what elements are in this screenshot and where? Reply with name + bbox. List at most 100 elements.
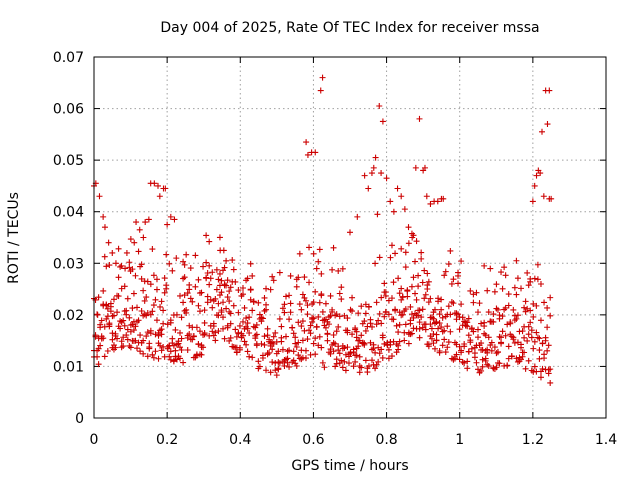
data-point bbox=[405, 240, 412, 247]
data-point bbox=[461, 318, 468, 325]
data-point bbox=[267, 369, 274, 376]
data-point bbox=[232, 278, 239, 285]
y-tick-label: 0.05 bbox=[53, 153, 84, 169]
data-point bbox=[290, 348, 297, 355]
data-point bbox=[170, 342, 177, 349]
data-point bbox=[381, 280, 388, 287]
data-point bbox=[430, 331, 437, 338]
data-point bbox=[424, 270, 431, 277]
data-point bbox=[175, 340, 182, 347]
data-point bbox=[488, 339, 495, 346]
data-point bbox=[147, 281, 154, 288]
data-point bbox=[124, 336, 131, 343]
data-point bbox=[94, 311, 101, 318]
data-point bbox=[127, 236, 134, 243]
data-point bbox=[94, 353, 101, 360]
data-point bbox=[126, 342, 133, 349]
data-point bbox=[528, 367, 535, 374]
data-point bbox=[101, 224, 108, 231]
data-point bbox=[476, 300, 483, 307]
data-point bbox=[504, 321, 511, 328]
data-point bbox=[150, 302, 157, 309]
data-point bbox=[302, 297, 309, 304]
data-point bbox=[201, 307, 208, 314]
data-point bbox=[410, 314, 417, 321]
data-point bbox=[378, 320, 385, 327]
data-point bbox=[505, 302, 512, 309]
data-point bbox=[341, 358, 348, 365]
data-point bbox=[410, 274, 417, 281]
data-point bbox=[307, 322, 314, 329]
data-point bbox=[210, 320, 217, 327]
data-point bbox=[445, 339, 452, 346]
data-point bbox=[447, 311, 454, 318]
data-point bbox=[505, 343, 512, 350]
data-point bbox=[408, 330, 415, 337]
data-point bbox=[333, 311, 340, 318]
data-point bbox=[246, 329, 253, 336]
data-point bbox=[455, 311, 462, 318]
y-tick-label: 0.06 bbox=[53, 102, 84, 118]
y-tick-label: 0.01 bbox=[53, 359, 84, 375]
data-point bbox=[396, 338, 403, 345]
data-point bbox=[115, 274, 122, 281]
data-point bbox=[143, 294, 150, 301]
data-point bbox=[135, 248, 142, 255]
data-point bbox=[103, 263, 110, 270]
data-point bbox=[427, 321, 434, 328]
data-point bbox=[286, 363, 293, 370]
data-point bbox=[388, 295, 395, 302]
data-point bbox=[293, 344, 300, 351]
data-point bbox=[264, 332, 271, 339]
data-point bbox=[344, 327, 351, 334]
data-point bbox=[365, 303, 372, 310]
data-point bbox=[186, 331, 193, 338]
data-point bbox=[301, 294, 308, 301]
data-point bbox=[95, 345, 102, 352]
data-point bbox=[518, 285, 525, 292]
data-point bbox=[324, 337, 331, 344]
data-point bbox=[356, 337, 363, 344]
data-point bbox=[304, 336, 311, 343]
data-point bbox=[96, 193, 103, 200]
data-point bbox=[276, 360, 283, 367]
data-point bbox=[514, 275, 521, 282]
data-point bbox=[365, 185, 372, 192]
data-point bbox=[530, 313, 537, 320]
data-point bbox=[521, 304, 528, 311]
data-point bbox=[358, 332, 365, 339]
data-point bbox=[396, 290, 403, 297]
data-point bbox=[115, 293, 122, 300]
data-point bbox=[459, 314, 466, 321]
data-point bbox=[270, 333, 277, 340]
data-point bbox=[239, 318, 246, 325]
data-point bbox=[353, 352, 360, 359]
data-point bbox=[246, 314, 253, 321]
data-point bbox=[137, 348, 144, 355]
data-point bbox=[482, 357, 489, 364]
data-point bbox=[475, 366, 481, 373]
data-point bbox=[376, 310, 383, 317]
data-point bbox=[187, 295, 194, 302]
data-point bbox=[118, 338, 125, 345]
data-point bbox=[109, 330, 116, 337]
data-point bbox=[312, 288, 319, 295]
data-point bbox=[144, 329, 151, 336]
data-point bbox=[263, 367, 270, 374]
data-point bbox=[530, 345, 537, 352]
data-point bbox=[304, 151, 311, 158]
data-point bbox=[137, 332, 144, 339]
data-point bbox=[381, 340, 388, 347]
data-point bbox=[404, 287, 411, 294]
data-point bbox=[442, 349, 449, 356]
data-point bbox=[103, 302, 110, 309]
data-point bbox=[388, 242, 395, 249]
data-point bbox=[167, 319, 174, 326]
data-point bbox=[259, 355, 266, 362]
data-point bbox=[470, 291, 477, 298]
data-point bbox=[126, 314, 133, 321]
data-point bbox=[338, 357, 345, 364]
x-tick-labels: 0 0.2 0.4 0.6 0.8 1 1.2 1.4 bbox=[90, 432, 618, 448]
data-point bbox=[220, 325, 227, 332]
data-point bbox=[439, 328, 446, 335]
